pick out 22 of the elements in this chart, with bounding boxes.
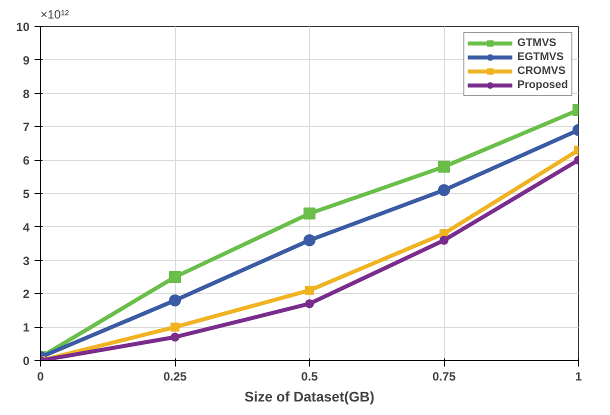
y-tick-label: 2 [22, 287, 30, 302]
legend-label: EGTMVS [517, 50, 564, 64]
y-tick-label: 5 [22, 187, 30, 201]
y-tick-label: 10 [16, 20, 30, 34]
y-tick-label: 0 [22, 354, 30, 368]
y-tick-label: 8 [22, 86, 30, 101]
legend-label: GTMVS [517, 36, 556, 50]
x-axis-title: Size of Dataset(GB) [244, 388, 374, 404]
x-tick-label: 1 [575, 370, 582, 384]
y-tick-label: 7 [22, 120, 30, 134]
x-tick-label: 0.25 [163, 370, 188, 384]
y-tick-label: 6 [22, 154, 30, 168]
y-tick-label: 4 [22, 220, 30, 234]
x-tick-label: 0.75 [432, 370, 456, 384]
text: ×10¹² [40, 8, 69, 22]
legend-label: CROMVS [517, 64, 566, 78]
y-tick-label: 3 [22, 254, 30, 268]
y-tick-label: 1 [22, 320, 30, 335]
x-tick-label: 0.5 [301, 370, 318, 384]
legend-label: Proposed [517, 78, 568, 92]
y-tick-label: 9 [22, 53, 30, 68]
x-tick-label: 0 [37, 370, 44, 384]
